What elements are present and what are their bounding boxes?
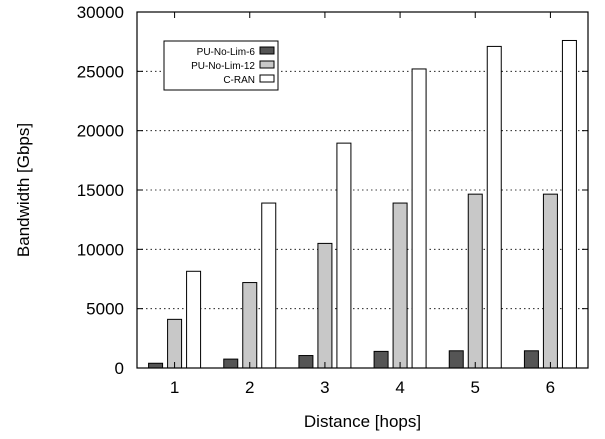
bar-PU-No-Lim-12-4 (392, 202, 408, 369)
y-tick-label: 5000 (86, 300, 124, 319)
bar-PU-No-Lim-12-2 (242, 282, 258, 369)
legend-swatch (259, 60, 275, 69)
y-tick-label: 10000 (77, 240, 124, 259)
bar-PU-No-Lim-12-3 (317, 242, 333, 369)
bar-PU-No-Lim-12-1 (167, 318, 183, 369)
bar-C-RAN-4 (411, 68, 427, 369)
legend-label: C-RAN (223, 75, 255, 86)
y-tick-label: 0 (115, 359, 124, 378)
x-tick-label: 3 (320, 378, 329, 397)
y-tick-label: 20000 (77, 122, 124, 141)
legend-swatch (259, 74, 275, 83)
bar-PU-No-Lim-6-2 (223, 358, 239, 369)
bar-C-RAN-5 (486, 45, 502, 369)
legend: PU-No-Lim-6 PU-No-Lim-12 C-RAN (163, 40, 279, 91)
y-tick-label: 25000 (77, 62, 124, 81)
bar-PU-No-Lim-12-6 (542, 193, 558, 369)
bar-PU-No-Lim-6-5 (448, 350, 464, 369)
x-tick-label: 4 (395, 378, 404, 397)
x-tick-label: 2 (245, 378, 254, 397)
bar-PU-No-Lim-12-5 (467, 193, 483, 369)
y-tick-label: 15000 (77, 181, 124, 200)
legend-box (163, 40, 279, 91)
axis-ticks: 0 5000 10000 15000 20000 25000 30000 1 2 3 4 5 6 (77, 3, 588, 397)
y-axis-title: Bandwidth [Gbps] (14, 123, 33, 257)
bar-C-RAN-3 (336, 142, 352, 369)
bar-C-RAN-2 (261, 202, 277, 369)
bar-C-RAN-6 (561, 39, 577, 369)
x-tick-label: 5 (471, 378, 480, 397)
legend-swatch (259, 46, 275, 55)
bar-PU-No-Lim-6-4 (373, 350, 389, 369)
bar-PU-No-Lim-6-6 (523, 350, 539, 369)
bar-C-RAN-1 (186, 270, 202, 369)
y-tick-label: 30000 (77, 3, 124, 22)
grid-lines (137, 70, 588, 310)
x-tick-label: 6 (546, 378, 555, 397)
bar-PU-No-Lim-6-3 (298, 355, 314, 369)
legend-label: PU-No-Lim-12 (191, 61, 255, 72)
legend-label: PU-No-Lim-6 (197, 47, 256, 58)
bar-PU-No-Lim-6-1 (148, 362, 164, 369)
x-axis-title: Distance [hops] (304, 412, 421, 431)
x-tick-label: 1 (170, 378, 179, 397)
